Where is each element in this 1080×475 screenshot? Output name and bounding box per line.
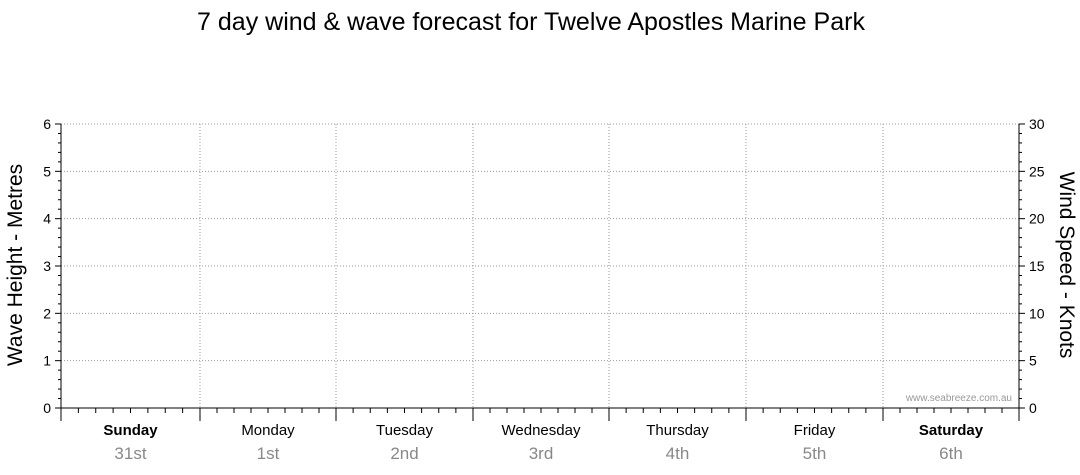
day-date: 31st: [114, 444, 146, 463]
left-tick-label: 4: [43, 211, 51, 227]
right-tick-label: 25: [1029, 163, 1045, 179]
day-name: Wednesday: [502, 422, 581, 439]
day-name: Tuesday: [376, 422, 433, 439]
right-tick-label: 5: [1029, 353, 1037, 369]
watermark: www.seabreeze.com.au: [905, 393, 1012, 404]
left-tick-label: 0: [43, 400, 51, 416]
left-tick-label: 6: [43, 116, 51, 132]
day-date: 6th: [939, 444, 963, 463]
day-date: 3rd: [529, 444, 554, 463]
right-axis-label: Wind Speed - Knots: [1055, 172, 1078, 359]
tick-labels: 0 1 2 3 4 5 6 0 5 10 15 20 25 30: [43, 116, 1045, 416]
day-date: 4th: [666, 444, 690, 463]
day-date: 5th: [803, 444, 827, 463]
chart-title: 7 day wind & wave forecast for Twelve Ap…: [197, 8, 865, 36]
left-tick-label: 2: [43, 305, 51, 321]
right-tick-label: 10: [1029, 305, 1045, 321]
day-name: Thursday: [646, 422, 709, 439]
right-tick-label: 15: [1029, 258, 1045, 274]
day-name: Monday: [241, 422, 295, 439]
day-date: 1st: [257, 444, 280, 463]
left-tick-label: 1: [43, 353, 51, 369]
grid: [61, 123, 1019, 408]
day-name: Friday: [794, 422, 836, 439]
day-name: Sunday: [103, 422, 158, 439]
right-tick-label: 30: [1029, 116, 1045, 132]
left-tick-label: 3: [43, 258, 51, 274]
day-name: Saturday: [919, 422, 984, 439]
day-date: 2nd: [390, 444, 418, 463]
left-axis-label: Wave Height - Metres: [4, 164, 27, 366]
right-tick-label: 20: [1029, 211, 1045, 227]
left-tick-label: 5: [43, 163, 51, 179]
axes: [55, 123, 1025, 421]
right-tick-label: 0: [1029, 400, 1037, 416]
day-labels: Sunday 31st Monday 1st Tuesday 2nd Wednesday 3r…: [103, 422, 983, 463]
